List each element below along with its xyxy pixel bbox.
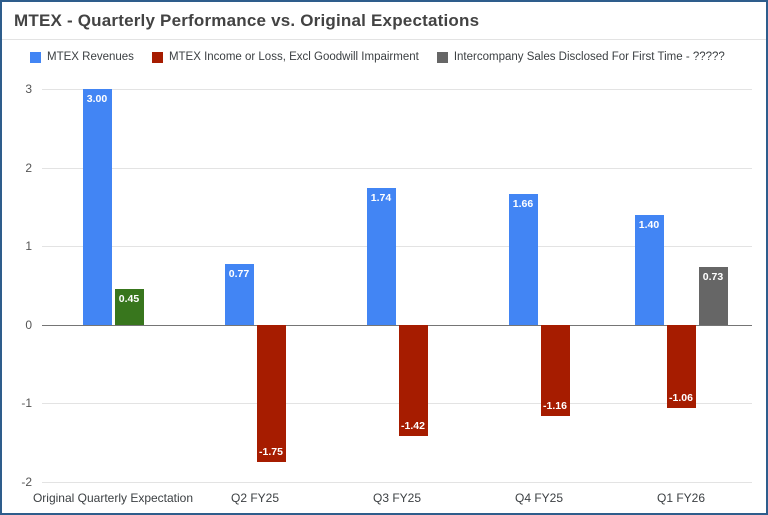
bar-value-label: 0.73 (702, 271, 724, 284)
bar: 1.40 (634, 214, 664, 325)
chart-title: MTEX - Quarterly Performance vs. Origina… (14, 11, 480, 30)
bar-value-label: 1.66 (512, 198, 534, 211)
legend-swatch (151, 51, 163, 63)
y-axis-tick-label: 2 (25, 160, 32, 175)
x-axis-category-label: Q4 FY25 (514, 491, 564, 505)
legend-item: Intercompany Sales Disclosed For First T… (436, 51, 725, 63)
legend-label: MTEX Revenues (47, 51, 134, 63)
bar: 1.66 (508, 194, 538, 325)
legend-label: MTEX Income or Loss, Excl Goodwill Impai… (168, 51, 419, 63)
bar: -1.75 (256, 324, 286, 463)
chart-header: MTEX - Quarterly Performance vs. Origina… (2, 2, 766, 40)
y-axis-tick-label: 0 (25, 317, 32, 332)
bar: 1.74 (366, 188, 396, 325)
gridline (42, 89, 752, 90)
x-axis-category-label: Original Quarterly Expectation (32, 491, 194, 505)
bar: -1.42 (398, 324, 428, 437)
bar-value-label: 1.40 (638, 218, 660, 231)
y-axis-tick-label: 1 (25, 239, 32, 254)
y-axis-tick-label: 3 (25, 82, 32, 96)
bar-value-label: -1.06 (669, 392, 693, 405)
bar: 0.73 (698, 267, 728, 325)
x-axis-category-label: Q2 FY25 (230, 491, 280, 505)
bar-value-label: 0.77 (228, 268, 250, 281)
gridline (42, 167, 752, 169)
bar-value-label: 0.45 (118, 293, 140, 306)
bar-value-label: -1.75 (259, 446, 283, 459)
legend-item: MTEX Revenues (30, 51, 134, 63)
legend-swatch (436, 51, 448, 63)
y-axis-tick-label: -2 (21, 475, 32, 489)
bar-value-label: -1.16 (543, 399, 567, 412)
bar-value-label: 3.00 (86, 93, 108, 105)
bar-value-label: 1.74 (370, 192, 392, 205)
legend-label: Intercompany Sales Disclosed For First T… (453, 51, 725, 63)
bar: -1.06 (666, 324, 696, 409)
bar: 0.45 (114, 289, 144, 325)
bar: 0.77 (224, 264, 254, 325)
gridline (42, 403, 752, 405)
bar: -1.16 (540, 324, 570, 416)
gridline (42, 482, 752, 483)
zero-axis-line (42, 324, 752, 326)
x-axis-category-label: Q3 FY25 (372, 491, 422, 505)
bar: 3.00 (82, 89, 112, 325)
plot-area: 3 2 1 0 -1 -2 Original Quarterly Expectation 3.… (2, 68, 766, 513)
legend: MTEX Revenues MTEX Income or Loss, Excl G… (2, 40, 766, 68)
legend-item: MTEX Income or Loss, Excl Goodwill Impai… (151, 51, 419, 63)
bar-value-label: -1.42 (401, 420, 425, 433)
gridline (42, 246, 752, 248)
y-axis-tick-label: -1 (21, 396, 32, 411)
x-axis-category-label: Q1 FY26 (656, 491, 706, 505)
legend-swatch (30, 51, 41, 63)
